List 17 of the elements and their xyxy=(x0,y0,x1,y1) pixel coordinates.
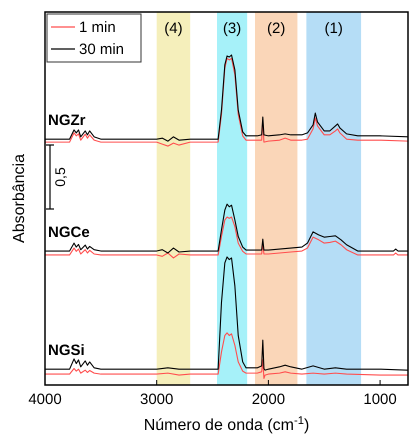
legend-label: 1 min xyxy=(79,19,116,36)
y-axis-title: Absorbância xyxy=(11,154,28,243)
scale-bar: 0,5 xyxy=(46,144,68,210)
annotation: NGSi xyxy=(48,342,85,360)
band-label: (4) xyxy=(164,20,183,37)
annotation: NGZr xyxy=(48,112,86,130)
x-axis-title: Número de onda (cm$^{-1}$) xyxy=(144,415,310,434)
legend-label: 30 min xyxy=(79,41,124,58)
x-tick-label: 4000 xyxy=(28,391,62,408)
x-tick-label: 3000 xyxy=(140,391,174,408)
x-tick-label: 1000 xyxy=(363,391,397,408)
band-label: (3) xyxy=(222,20,242,37)
band-label: (2) xyxy=(267,20,286,37)
band-label: (1) xyxy=(324,20,343,37)
annotation: 0,5 xyxy=(52,167,68,187)
annotation: NGCe xyxy=(48,224,90,242)
x-tick-label: 2000 xyxy=(252,391,286,408)
